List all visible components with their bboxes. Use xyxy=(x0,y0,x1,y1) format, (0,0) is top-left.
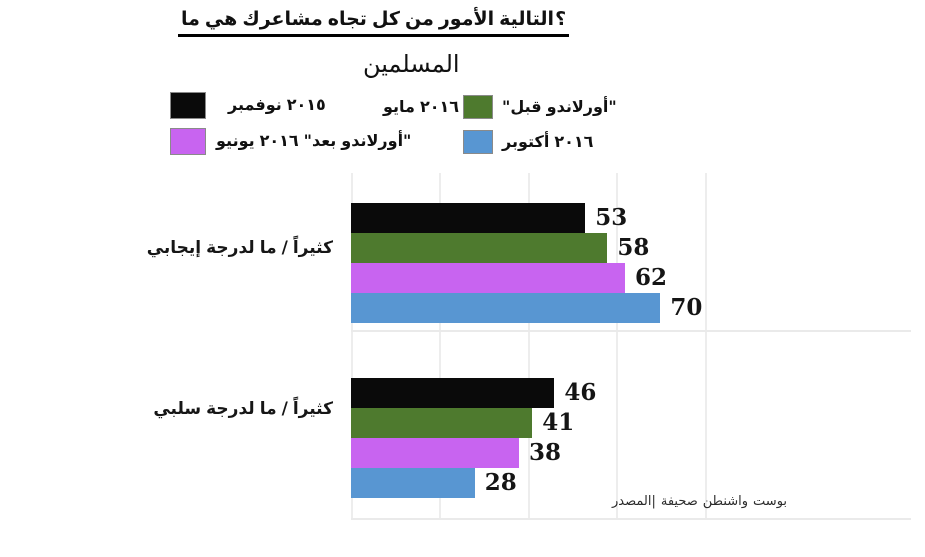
bar-value-label: 58 xyxy=(617,234,650,261)
legend-swatch-may-2016 xyxy=(463,95,493,119)
word: "بعد xyxy=(303,131,337,150)
bar-row: 46 xyxy=(351,378,596,408)
bar xyxy=(351,203,586,233)
bar xyxy=(351,378,555,408)
bar-value-label: 28 xyxy=(484,469,517,496)
bar-group-positive: 53 58 62 70 xyxy=(351,203,702,323)
word: نوفمبر xyxy=(228,95,282,114)
word: لدرجة xyxy=(206,238,255,258)
bar xyxy=(351,233,608,263)
category-label-negative: سلبي لدرجة ما / كثيراً xyxy=(0,399,333,419)
word: ٢٠١٥ xyxy=(286,95,326,114)
word: يونيو xyxy=(216,131,255,150)
word: كثيراً xyxy=(292,238,333,258)
bar-row: 58 xyxy=(351,233,702,263)
legend-label-oct-2016: أكتوبر ٢٠١٦ xyxy=(502,132,593,151)
plot-area: 53 58 62 70 46 41 38 28 xyxy=(351,173,911,520)
word: ٢٠١٦ xyxy=(259,131,299,150)
legend-label-nov-2015: نوفمبر ٢٠١٥ xyxy=(228,95,326,114)
word: بوست xyxy=(753,494,788,509)
word: سلبي xyxy=(153,399,202,419)
gridline xyxy=(439,173,442,520)
word: إيجابي xyxy=(146,238,202,258)
bar-value-label: 70 xyxy=(670,294,703,321)
word: ما xyxy=(181,8,200,30)
legend-swatch-oct-2016 xyxy=(463,130,493,154)
legend-label-may-2016-prefix: مايو ٢٠١٦ xyxy=(383,97,459,116)
word: مايو xyxy=(383,97,415,116)
word: المسلمين xyxy=(363,50,460,78)
word: ٢٠١٦ xyxy=(419,97,460,116)
bar-value-label: 62 xyxy=(635,264,668,291)
bar-row: 41 xyxy=(351,408,596,438)
gridline xyxy=(351,173,353,520)
bar-row: 70 xyxy=(351,293,702,323)
word: أكتوبر xyxy=(502,132,550,151)
legend-label-may-2016: "قبل أورلاندو" xyxy=(502,97,617,116)
word: صحيفة xyxy=(660,494,698,509)
bar-value-label: 38 xyxy=(528,439,561,466)
bar xyxy=(351,408,533,438)
gridline xyxy=(616,173,619,520)
bar xyxy=(351,293,661,323)
word: مشاعرك xyxy=(242,8,323,30)
source-note: المصدر| صحيفة واشنطن بوست xyxy=(612,494,787,509)
bar-row: 28 xyxy=(351,468,596,498)
word: لدرجة xyxy=(206,399,255,419)
word: من xyxy=(404,8,434,30)
panel-separator xyxy=(351,330,911,332)
legend-label-jun-2016: يونيو ٢٠١٦ "بعد أورلاندو" xyxy=(216,131,411,150)
word: ٢٠١٦ xyxy=(554,132,594,151)
chart-subtitle: المسلمين xyxy=(363,50,460,78)
word: كثيراً xyxy=(292,399,333,419)
word: / xyxy=(281,238,288,258)
chart-title: ما هي مشاعرك تجاه كل من الأمور التالية؟ xyxy=(178,8,570,37)
word: كل xyxy=(371,8,400,30)
word: التالية xyxy=(499,8,555,30)
category-label-positive: إيجابي لدرجة ما / كثيراً xyxy=(0,238,333,258)
bar xyxy=(351,263,626,293)
legend-swatch-nov-2015 xyxy=(170,92,206,119)
gridline xyxy=(704,173,707,520)
bar-group-negative: 46 41 38 28 xyxy=(351,378,596,498)
bar-value-label: 53 xyxy=(595,204,628,231)
word: تجاه xyxy=(327,8,367,30)
bar-value-label: 46 xyxy=(564,379,597,406)
word: ما xyxy=(259,238,277,258)
word: أورلاندو" xyxy=(546,97,617,116)
word: واشنطن xyxy=(702,494,749,509)
bar-row: 38 xyxy=(351,438,596,468)
word: ما xyxy=(259,399,277,419)
word: ؟ xyxy=(555,8,567,30)
word: "قبل xyxy=(502,97,542,116)
legend-swatch-jun-2016 xyxy=(170,128,206,155)
word: / xyxy=(281,399,288,419)
word: أورلاندو" xyxy=(341,131,412,150)
bar-value-label: 41 xyxy=(542,409,575,436)
word: هي xyxy=(204,8,238,30)
gridline xyxy=(527,173,530,520)
axis-baseline xyxy=(351,518,911,520)
bar xyxy=(351,438,519,468)
bar-row: 53 xyxy=(351,203,702,233)
bar xyxy=(351,468,475,498)
word: المصدر| xyxy=(612,494,656,509)
word: الأمور xyxy=(438,8,495,30)
bar-row: 62 xyxy=(351,263,702,293)
